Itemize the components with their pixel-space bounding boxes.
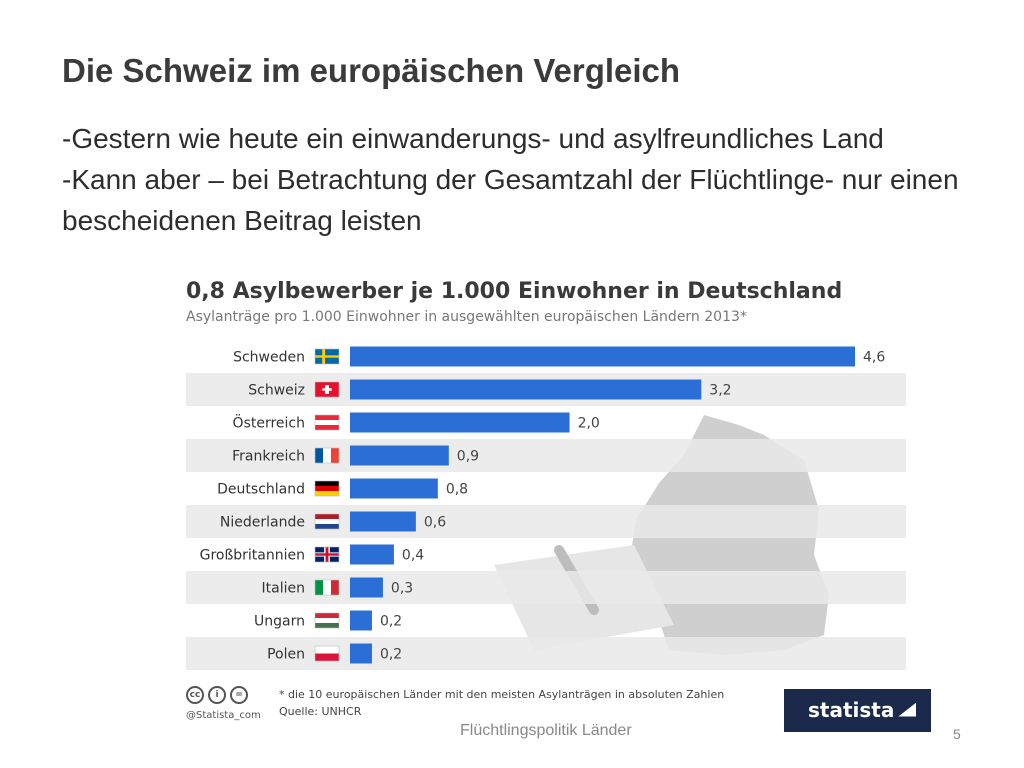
bullet-item: -Gestern wie heute ein einwanderungs- un… [62, 123, 884, 154]
bar [350, 445, 449, 466]
netherlands-flag [314, 513, 340, 530]
bar [350, 577, 383, 598]
footnote: * die 10 europäischen Länder mit den mei… [279, 688, 725, 701]
value-label: 4,6 [863, 350, 885, 366]
value-label: 0,9 [457, 449, 479, 465]
by-icon: i [208, 686, 226, 704]
page-number: 5 [953, 726, 961, 742]
slide-footer: Flüchtlingspolitik Länder [460, 722, 632, 739]
category-label: Italien [262, 581, 305, 597]
bar [350, 544, 394, 565]
germany-flag [314, 480, 340, 497]
statista-infographic: Schweden Schweiz Österreich Frankreich Deuts… [164, 265, 931, 732]
category-label: Schweiz [248, 383, 305, 399]
chart-title: 0,8 Asylbewerber je 1.000 Einwohner in D… [186, 279, 843, 304]
category-label: Großbritannien [200, 548, 305, 564]
source-note: Quelle: UNHCR [279, 705, 362, 718]
bar [350, 511, 416, 532]
sweden-flag [314, 348, 340, 365]
statista-credit: @Statista_com [186, 710, 261, 721]
value-label: 0,4 [402, 548, 424, 564]
bar [350, 478, 438, 499]
bar [350, 643, 372, 664]
bullet-item: -Kann aber – bei Betrachtung der Gesamtz… [62, 164, 959, 236]
value-label: 2,0 [578, 416, 600, 432]
category-label: Niederlande [220, 515, 305, 531]
row-background [186, 571, 906, 604]
category-label: Ungarn [254, 614, 305, 630]
row-background [186, 439, 906, 472]
bar [350, 412, 570, 433]
statista-logo-text: statista [808, 698, 895, 722]
row-background [186, 505, 906, 538]
poland-flag [314, 645, 340, 662]
chart-subtitle: Asylanträge pro 1.000 Einwohner in ausge… [186, 309, 747, 325]
statista-mark-icon [898, 702, 917, 717]
nd-icon: = [230, 686, 248, 704]
value-label: 3,2 [709, 383, 731, 399]
bar-chart: Schweden Schweiz Österreich Frankreich Deuts… [186, 346, 906, 670]
category-label: Österreich [233, 414, 305, 432]
value-label: 0,3 [391, 581, 413, 597]
value-label: 0,2 [380, 647, 402, 663]
statista-logo: statista [784, 689, 931, 732]
bullet-list: -Gestern wie heute ein einwanderungs- un… [62, 118, 992, 241]
row-background [186, 637, 906, 670]
value-label: 0,6 [424, 515, 446, 531]
bar [350, 346, 855, 367]
category-label: Frankreich [232, 449, 305, 465]
slide-title: Die Schweiz im europäischen Vergleich [62, 52, 681, 89]
category-label: Polen [267, 647, 305, 663]
value-label: 0,8 [446, 482, 468, 498]
austria-flag [314, 414, 340, 431]
category-label: Deutschland [217, 482, 305, 498]
hungary-flag [314, 612, 340, 629]
uk-flag [314, 546, 340, 563]
license-icons: cc i = [186, 686, 248, 704]
france-flag [314, 447, 340, 464]
value-label: 0,2 [380, 614, 402, 630]
cc-icon: cc [186, 686, 204, 704]
bar [350, 610, 372, 631]
switzerland-flag [314, 381, 340, 398]
italy-flag [314, 579, 340, 596]
category-label: Schweden [233, 350, 305, 366]
bar [350, 379, 702, 400]
